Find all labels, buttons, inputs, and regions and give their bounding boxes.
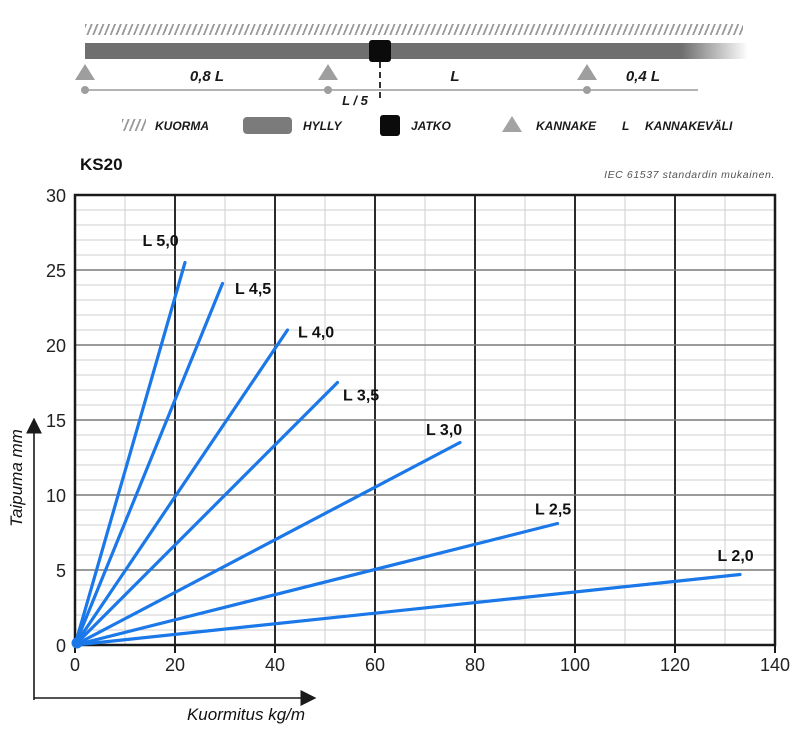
span-label-left: 0,8 L [189,68,225,85]
grid-major [75,195,775,645]
legend-label-kannake: KANNAKE [536,119,596,133]
series-line [73,328,290,647]
x-tick-label: 20 [165,655,185,675]
x-tick-label: 140 [760,655,790,675]
y-tick-label: 10 [46,486,66,506]
series-label: L 2,0 [718,548,754,565]
legend-label-jatko: JATKO [411,119,451,133]
series-line [73,572,742,647]
x-tick-label: 120 [660,655,690,675]
y-tick-label: 15 [46,411,66,431]
series-label: L 4,5 [235,281,271,298]
load-hatch-icon [85,24,743,35]
support-triangle-icon [75,64,95,80]
x-tick-label: 100 [560,655,590,675]
support-triangle-icon [577,64,597,80]
series-lines [71,260,742,649]
legend-label-hylly: HYLLY [303,119,342,133]
series-label: L 2,5 [535,502,571,519]
series-label: L 5,0 [143,233,179,250]
deflection-chart: 0 20 40 60 80 100 120 140 0 5 10 15 20 25 30 L 5,0 L 4… [7,186,790,724]
standard-note: IEC 61537 standardin mukainen. [604,169,775,181]
span-label-right: 0,4 L [625,68,661,85]
y-tick-label: 0 [56,636,66,656]
x-tick-label: 0 [70,655,80,675]
x-tick-label: 40 [265,655,285,675]
y-tick-label: 20 [46,336,66,356]
y-tick-label: 5 [56,561,66,581]
series-line [73,260,187,647]
x-tick-label: 80 [465,655,485,675]
support-triangle-icon [502,116,522,132]
series-line [73,380,340,647]
series-line [73,521,560,647]
joint-dashed-line [379,62,381,98]
y-tick-label: 30 [46,186,66,206]
shelf-beam [85,43,748,59]
series-line [73,440,462,647]
y-tick-label: 25 [46,261,66,281]
joint-square-icon [369,40,391,62]
series-labels: L 5,0 L 4,5 L 4,0 L 3,5 L 3,0 L 2,5 L 2,0 [143,233,754,565]
support-triangle-icon [318,64,338,80]
dimension-dot [81,86,89,94]
span-label-mid: L [450,68,460,85]
dimension-dot [583,86,591,94]
dimension-line [85,89,698,91]
load-hatch-icon [122,119,146,131]
dimension-dot [324,86,332,94]
series-label: L 3,5 [343,388,379,405]
shelf-bar-icon [243,117,292,134]
series-line [73,281,225,647]
x-tick-labels: 0 20 40 60 80 100 120 140 [70,655,790,675]
y-tick-labels: 0 5 10 15 20 25 30 [46,186,66,656]
legend-label-kuorma: KUORMA [155,119,209,133]
y-axis-title: Taipuma mm [7,429,26,527]
chart-title: KS20 [80,155,123,174]
origin-dot [71,637,83,649]
legend-letter-l: L [622,119,630,133]
legend-label-kannakevali: KANNAKEVÄLI [645,119,733,133]
plot-frame [73,193,777,647]
joint-square-icon [380,115,400,136]
x-tick-label: 60 [365,655,385,675]
series-label: L 4,0 [298,325,334,342]
series-label: L 3,0 [426,422,462,439]
x-axis-title: Kuormitus kg/m [187,705,305,724]
joint-offset-label: L / 5 [342,93,368,108]
